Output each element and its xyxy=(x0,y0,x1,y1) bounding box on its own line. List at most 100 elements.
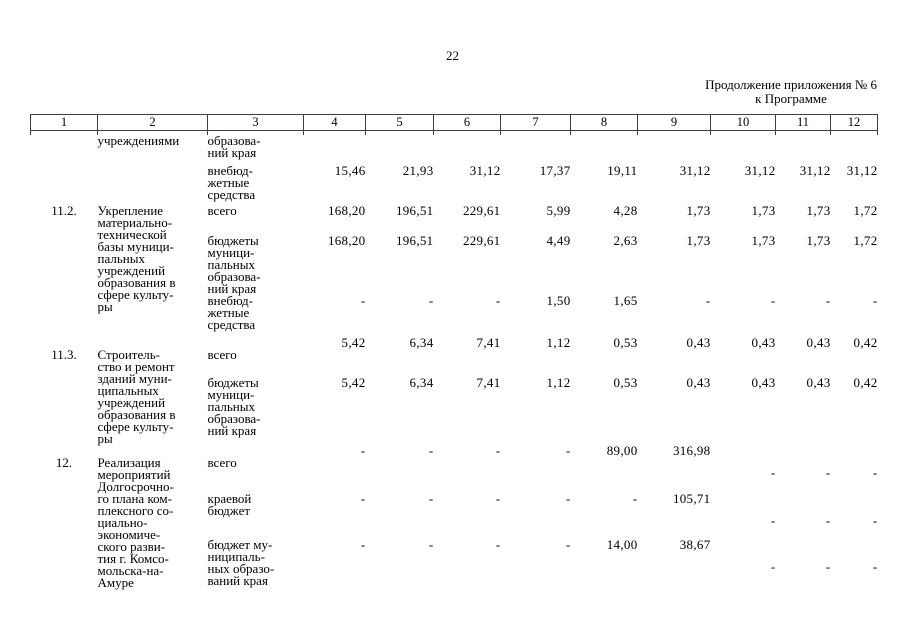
budget-type-label: краевой бюджет xyxy=(207,491,252,518)
value-cell: - xyxy=(565,443,571,458)
column-number-cell: 9 xyxy=(637,114,711,131)
value-cell: - xyxy=(770,465,776,480)
column-number-cell: 11 xyxy=(775,114,831,131)
value-cell: 168,20 xyxy=(327,233,366,248)
continuation-note: Продолжение приложения № 6 к Программе xyxy=(0,78,877,105)
column-number-cell: 12 xyxy=(830,114,878,131)
value-cell: 31,12 xyxy=(679,163,711,178)
value-cell: 229,61 xyxy=(462,233,501,248)
value-cell: 5,42 xyxy=(341,375,366,391)
value-cell: 1,73 xyxy=(686,203,711,218)
budget-type-label: бюджеты муници- пальных образова- ний кр… xyxy=(207,233,261,296)
table-row: бюджет му- ниципаль- ных образо- ваний к… xyxy=(31,537,878,603)
column-number-cell: 2 xyxy=(97,114,208,131)
value-cell: - xyxy=(770,559,776,574)
column-number-header-row: 1 2 3 4 5 6 7 8 9 10 11 12 xyxy=(30,114,878,131)
financing-table: 1 2 3 4 5 6 7 8 9 10 11 12 xyxy=(30,114,878,603)
value-cell: 21,93 xyxy=(402,163,434,178)
column-number-cell: 10 xyxy=(710,114,776,131)
column-number-cell: 1 xyxy=(30,114,98,131)
page-number: 22 xyxy=(446,48,459,63)
value-cell: 0,53 xyxy=(613,375,638,391)
value-cell: 1,73 xyxy=(751,203,776,218)
value-cell: 31,12 xyxy=(846,163,878,178)
item-title: учреждениями xyxy=(97,133,180,148)
item-title: Строитель- ство и ремонт зданий муни- ци… xyxy=(97,347,176,446)
value-cell: 1,73 xyxy=(686,233,711,248)
value-cell: - xyxy=(428,293,434,308)
table-row: краевой бюджет - - - - - 105,71 - - - xyxy=(31,491,878,539)
column-number-cell: 8 xyxy=(570,114,638,131)
value-cell: - xyxy=(428,537,434,552)
value-cell: 4,28 xyxy=(613,203,638,218)
value-cell: 1,73 xyxy=(751,233,776,248)
value-cell: 0,53 xyxy=(613,335,638,350)
value-cell: 1,72 xyxy=(853,233,878,248)
value-cell: - xyxy=(872,513,878,528)
value-cell: 316,98 xyxy=(672,443,711,458)
table-row: учреждениями образова- ний края xyxy=(31,134,878,165)
value-cell: 7,41 xyxy=(476,335,501,350)
value-cell xyxy=(711,135,776,165)
column-number-cell: 5 xyxy=(365,114,434,131)
value-cell: 4,49 xyxy=(546,233,571,248)
value-cell: - xyxy=(360,537,366,552)
column-number-cell: 4 xyxy=(303,114,366,131)
value-cell: - xyxy=(428,443,434,458)
value-cell: 168,20 xyxy=(327,203,366,218)
value-cell: 0,43 xyxy=(686,335,711,350)
value-cell: - xyxy=(495,537,501,552)
continuation-note-line1: Продолжение приложения № 6 xyxy=(705,77,877,92)
value-cell: - xyxy=(360,491,366,506)
value-cell: - xyxy=(825,559,831,574)
value-cell xyxy=(366,135,434,165)
value-cell xyxy=(434,135,501,165)
value-cell: - xyxy=(825,513,831,528)
table-row: внебюд- жетные средства 15,46 21,93 31,1… xyxy=(31,163,878,205)
value-cell: - xyxy=(770,513,776,528)
item-number xyxy=(31,135,98,205)
value-cell: 196,51 xyxy=(395,233,434,248)
value-cell: 31,12 xyxy=(469,163,501,178)
value-cell: 0,42 xyxy=(853,335,878,350)
column-number-cell: 3 xyxy=(207,114,304,131)
value-cell xyxy=(831,135,878,165)
value-cell: - xyxy=(872,293,878,308)
value-cell: 0,43 xyxy=(806,335,831,350)
value-cell: - xyxy=(705,293,711,308)
value-cell: - xyxy=(825,465,831,480)
value-cell: - xyxy=(495,491,501,506)
value-cell: 1,73 xyxy=(806,203,831,218)
table-row: 12. Реализация мероприятий Долгосрочно- … xyxy=(31,443,878,589)
item-number: 12. xyxy=(55,455,73,470)
value-cell: 105,71 xyxy=(672,491,711,506)
value-cell: 5,99 xyxy=(546,203,571,218)
value-cell: - xyxy=(495,443,501,458)
value-cell: 1,12 xyxy=(546,335,571,350)
value-cell xyxy=(501,135,571,165)
budget-type-label: бюджеты муници- пальных образова- ний кр… xyxy=(207,375,261,439)
value-cell: 38,67 xyxy=(679,537,711,552)
value-cell: 6,34 xyxy=(409,375,434,391)
value-cell: 1,73 xyxy=(806,233,831,248)
item-number: 11.3. xyxy=(51,347,77,362)
table-row: внебюд- жетные средства - - - 1,50 1,65 … xyxy=(31,293,878,337)
column-number-cell: 7 xyxy=(500,114,571,131)
value-cell: - xyxy=(770,293,776,308)
value-cell: 6,34 xyxy=(409,335,434,350)
budget-type-label: всего xyxy=(207,203,237,218)
value-cell: 0,43 xyxy=(751,335,776,350)
value-cell: 19,11 xyxy=(607,163,638,178)
value-cell: 31,12 xyxy=(799,163,831,178)
budget-type-label: внебюд- жетные средства xyxy=(207,163,256,202)
value-cell: 1,72 xyxy=(853,203,878,218)
value-cell: 14,00 xyxy=(606,537,638,552)
value-cell: - xyxy=(360,443,366,458)
border-stub-row xyxy=(30,130,878,135)
value-cell: - xyxy=(565,537,571,552)
value-cell: 1,65 xyxy=(613,293,638,308)
value-cell: 196,51 xyxy=(395,203,434,218)
value-cell: - xyxy=(872,465,878,480)
continuation-note-line2: к Программе xyxy=(755,90,827,106)
